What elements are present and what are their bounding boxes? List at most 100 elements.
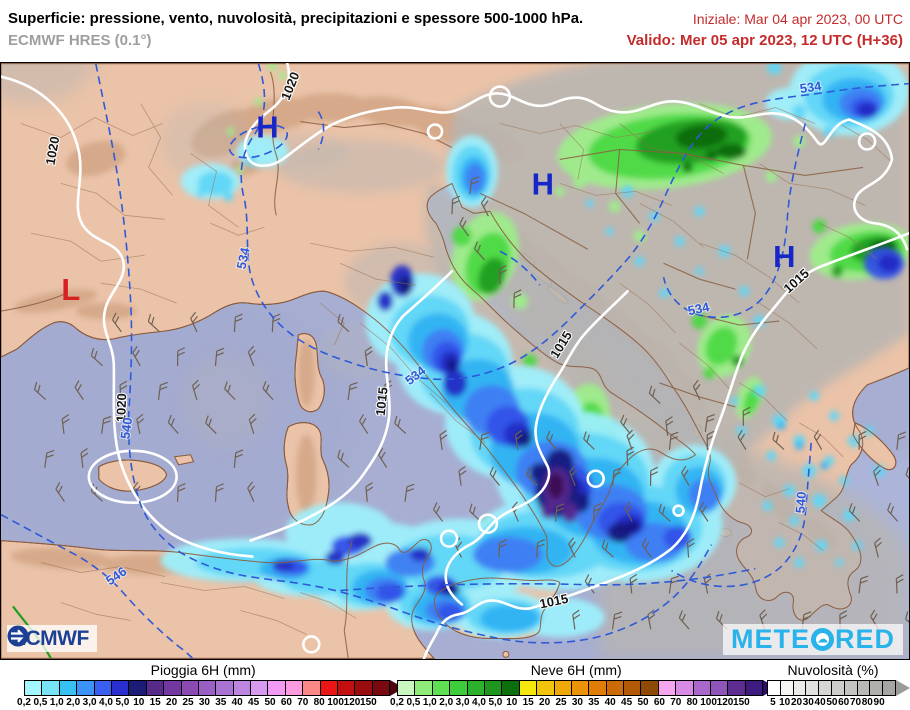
legend-value: 60 — [838, 697, 850, 708]
legend-value: 20 — [790, 697, 803, 708]
legend-value: 100 — [327, 697, 344, 708]
legend-color-cell — [215, 680, 234, 696]
pressure-centers-layer: H H H L — [61, 109, 795, 307]
legend-cloudiness: Nuvolosità (%) 5 10 20 30 40 50 60 70 80 90 — [767, 663, 910, 709]
rain-precip-layer — [160, 63, 909, 639]
legend-value: 40 — [604, 697, 616, 708]
legend-value: 80 — [313, 697, 325, 708]
legend-value: 15 — [522, 697, 534, 708]
legend-color-cell — [553, 680, 572, 696]
legend-color-cell — [197, 680, 217, 696]
legend-color-cell — [805, 680, 820, 696]
legend-color-cell — [779, 680, 794, 696]
legend-arrow — [895, 680, 910, 696]
legend-color-cell — [319, 680, 339, 696]
legend-value: 0,5 — [33, 697, 48, 708]
legend-value: 150 — [733, 697, 750, 708]
legend-color-cell — [869, 680, 884, 696]
border-layer — [20, 103, 892, 635]
thickness-label: 534 — [233, 245, 252, 270]
legend-color-cell — [354, 680, 373, 696]
legend-value: 10 — [133, 697, 145, 708]
legend-value: 70 — [670, 697, 682, 708]
legend-color-cell — [41, 680, 60, 696]
legend-value: 60 — [653, 697, 665, 708]
legend-value: 0,2 — [17, 697, 31, 708]
isobar-layer — [1, 63, 909, 659]
legend-color-cell — [250, 680, 269, 696]
legend-color-cell — [605, 680, 625, 696]
legend-value: 90 — [873, 697, 885, 708]
legend-color-cell — [710, 680, 729, 696]
legend-color-cell — [657, 680, 677, 696]
legend-color-cell — [24, 680, 43, 696]
legend-color-cell — [267, 680, 286, 696]
high-pressure-marker: H — [256, 109, 278, 144]
legend-value: 1,0 — [49, 697, 64, 708]
legend-values: 0,2 0,5 1,0 2,0 3,0 4,0 5,0 10 15 20 25 30 35 40 45 50 6… — [390, 697, 750, 709]
legend-values: 5 10 20 30 40 50 60 70 80 90 — [767, 697, 885, 709]
legend-value: 30 — [571, 697, 583, 708]
legend-value: 30 — [802, 697, 814, 708]
legend-value: 100 — [700, 697, 717, 708]
legend-value: 40 — [231, 697, 243, 708]
map-labels-layer: 1020102010201015101510151015534534534534… — [42, 69, 825, 613]
init-time-label: Iniziale: Mar 04 apr 2023, 00 UTC — [692, 11, 903, 27]
legend-color-cell — [397, 680, 416, 696]
legend-color-cell — [623, 680, 642, 696]
legend-color-cell — [58, 680, 78, 696]
legend-value: 3,0 — [455, 697, 470, 708]
legend-color-cell — [727, 680, 746, 696]
header: Superficie: pressione, vento, nuvolosità… — [0, 0, 910, 62]
model-subtitle: ECMWF HRES (0.1°) — [8, 32, 152, 49]
legend-value: 5,0 — [488, 697, 503, 708]
legend-value: 15 — [149, 697, 161, 708]
legend-value: 4,0 — [99, 697, 113, 708]
legend-value: 25 — [182, 697, 194, 708]
legend-color-cell — [501, 680, 520, 696]
wind-barbs-layer — [33, 176, 909, 630]
weather-map: 1020 1020 1020 1015 1015 1015 1015 534 534 534 534… — [0, 62, 910, 660]
legend-value: 35 — [588, 697, 600, 708]
thickness-layer — [1, 63, 909, 659]
legend-color-cell — [570, 680, 590, 696]
thickness-label: 534 — [686, 299, 711, 318]
map-canvas: 1020102010201015101510151015534534534534… — [1, 63, 909, 659]
legend-value: 70 — [849, 697, 862, 708]
legend-title: Pioggia 6H (mm) — [150, 662, 256, 678]
legend-color-cell — [145, 680, 165, 696]
meteored-logo-text-left: METE — [730, 624, 810, 654]
legend-color-scale — [767, 680, 910, 696]
legend-color-cell — [302, 680, 321, 696]
legend-color-cell — [588, 680, 607, 696]
legend-value: 50 — [264, 697, 276, 708]
run-info: Iniziale: Mar 04 apr 2023, 00 UTC Valido… — [627, 9, 903, 53]
legend-color-cell — [284, 680, 304, 696]
legend-color-cell — [792, 680, 807, 696]
legend-value: 70 — [297, 697, 309, 708]
legend-value: 80 — [861, 697, 873, 708]
legend-color-cell — [93, 680, 112, 696]
legend-color-cell — [128, 680, 147, 696]
meteored-logo-text-right: RED — [834, 624, 895, 654]
legend-value: 5 — [770, 697, 776, 708]
meteored-logo: METE ☁ RED — [722, 624, 903, 655]
legend-color-cell — [449, 680, 468, 696]
high-pressure-marker: H — [532, 166, 554, 201]
pressure-label: 1015 — [538, 591, 569, 612]
pressure-label: 1015 — [373, 386, 391, 416]
legend-color-cell — [882, 680, 896, 696]
legend-values: 0,2 0,5 1,0 2,0 3,0 4,0 5,0 10 15 20 25 30 35 40 45 50 6… — [17, 697, 377, 709]
legend-color-cell — [76, 680, 95, 696]
legend-value: 5,0 — [115, 697, 130, 708]
legend-title: Neve 6H (mm) — [530, 662, 622, 678]
legend-value: 2,0 — [66, 697, 81, 708]
pressure-label: 1020 — [43, 135, 63, 166]
legend-value: 45 — [621, 697, 633, 708]
ecmwf-logo-icon — [7, 625, 29, 647]
legend-color-cell — [843, 680, 858, 696]
legend-bar: Pioggia 6H (mm) 0,2 0,5 1,0 2,0 3,0 4,0 5,0 10 15… — [0, 660, 910, 710]
page-title: Superficie: pressione, vento, nuvolosità… — [8, 10, 584, 27]
thickness-label: 540 — [117, 416, 135, 440]
